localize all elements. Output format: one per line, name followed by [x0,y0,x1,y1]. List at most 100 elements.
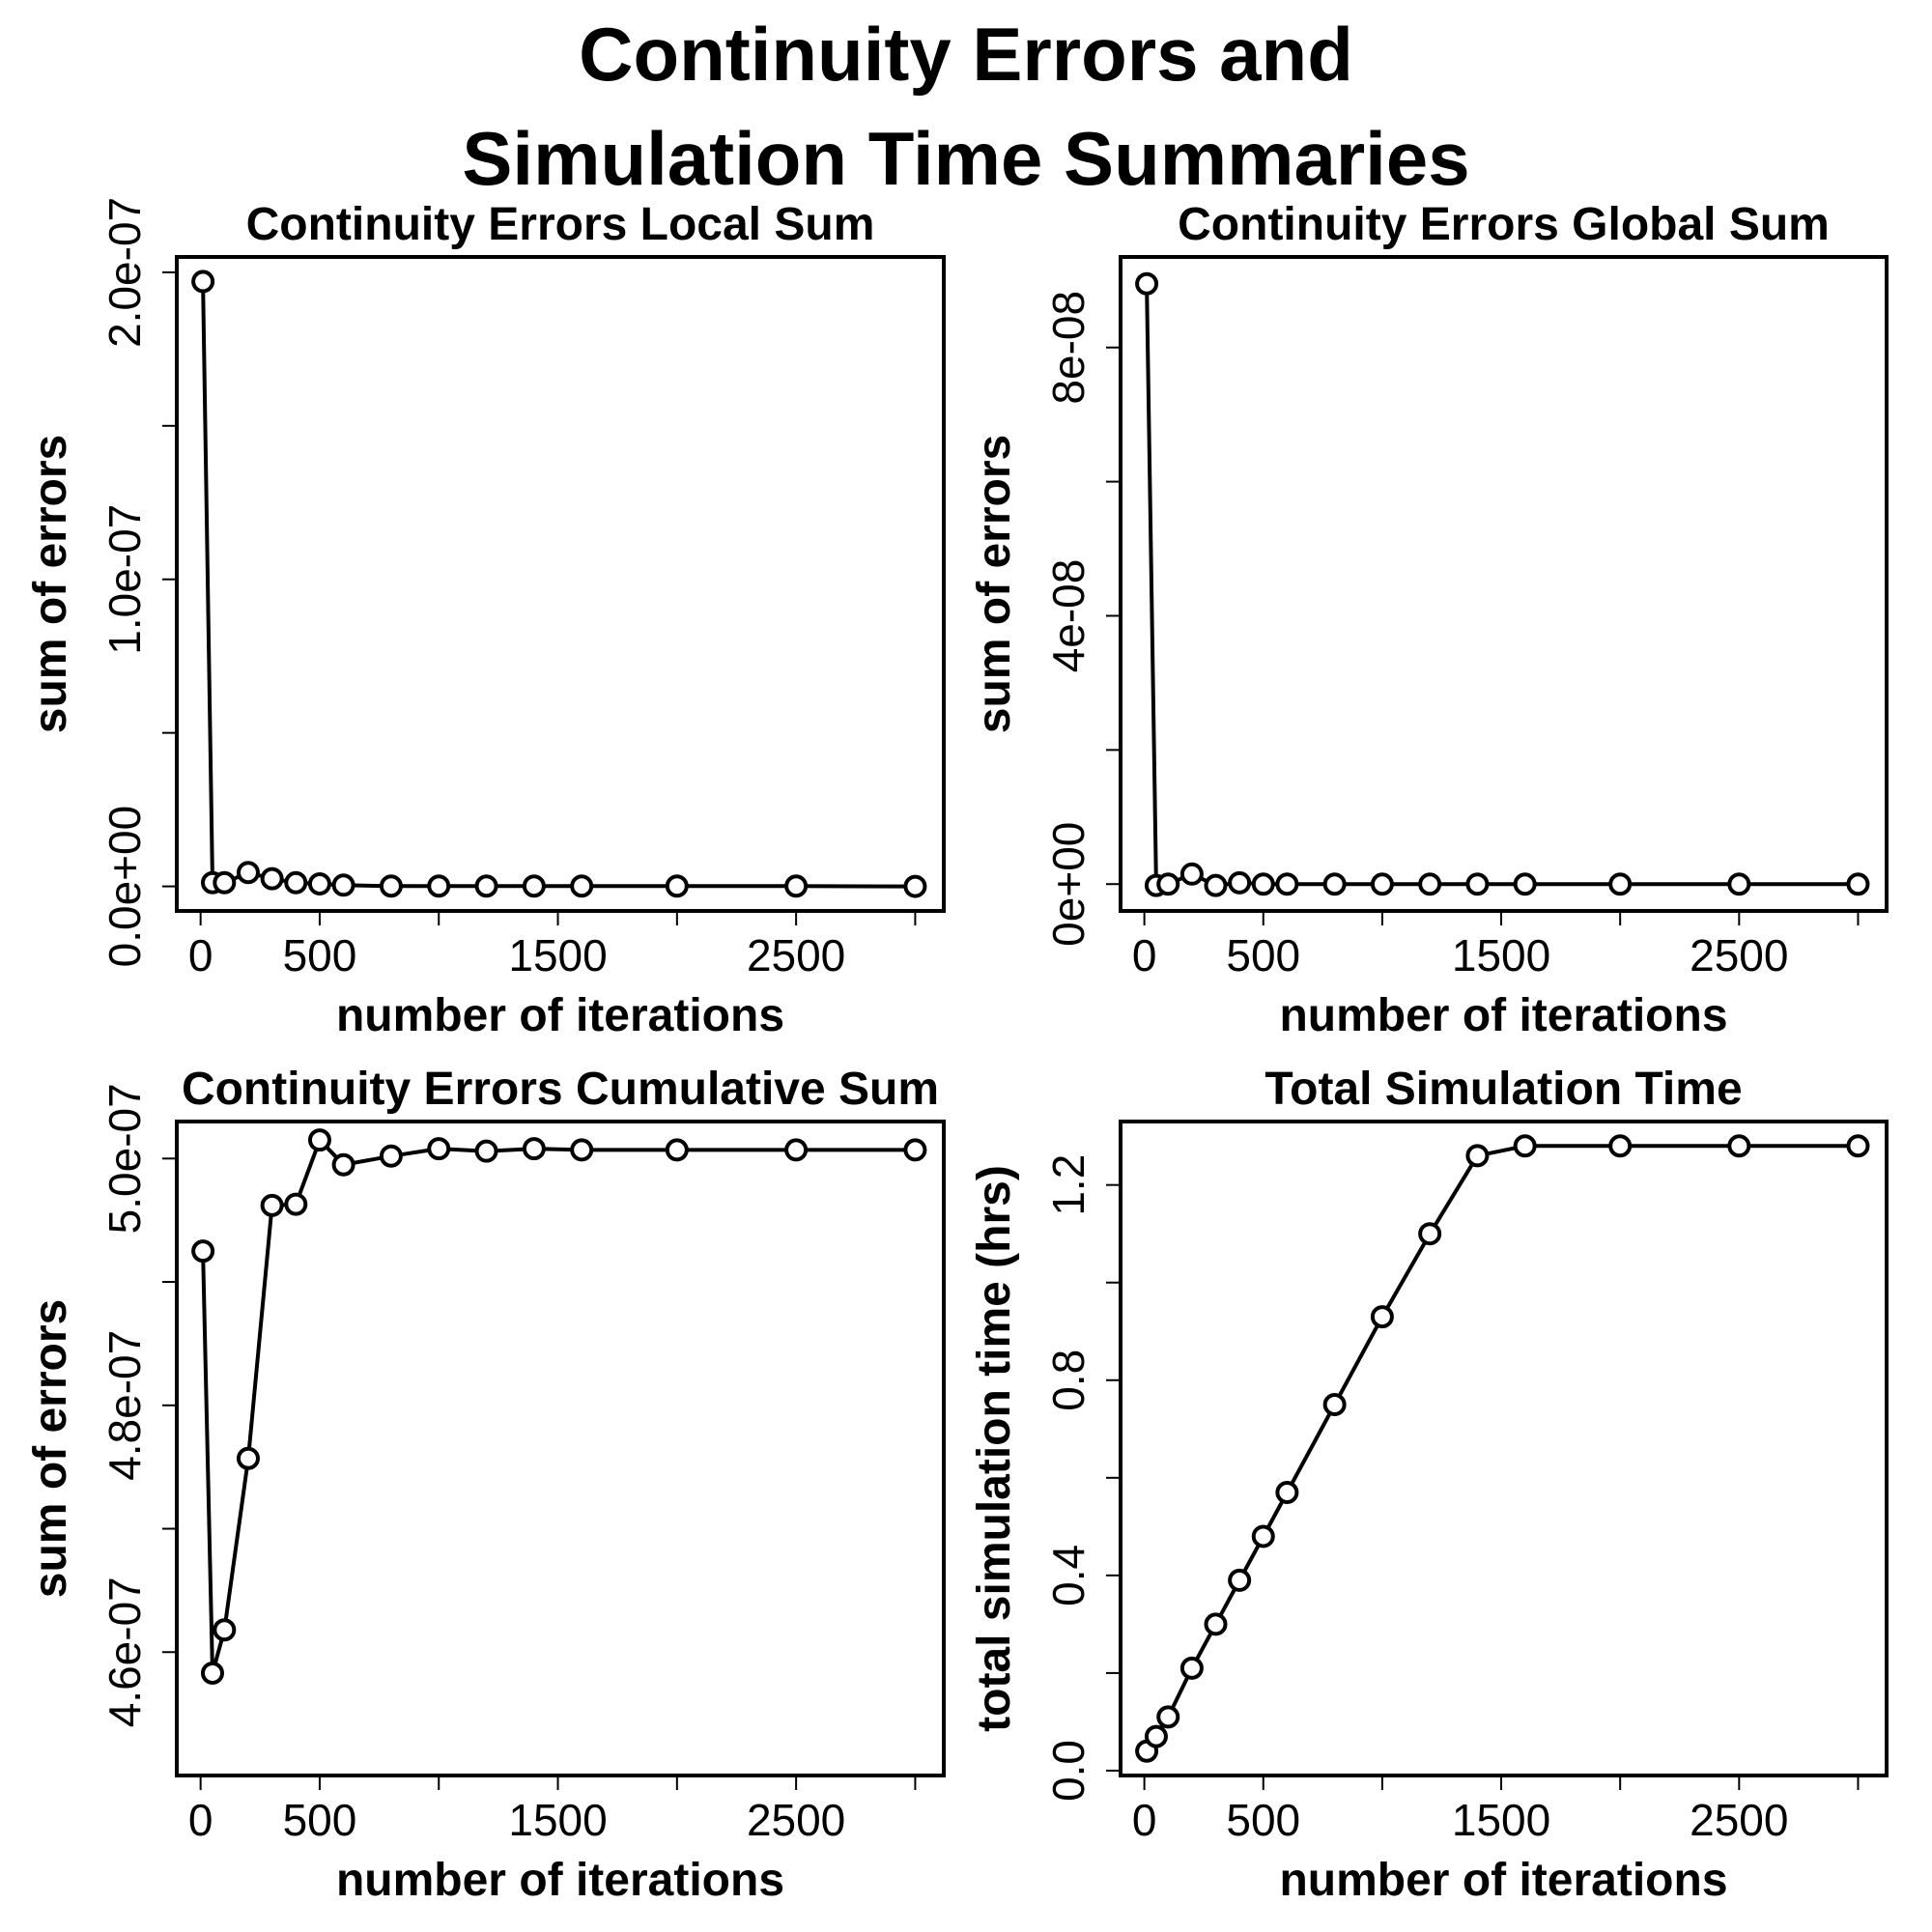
x-tick-label: 1500 [1452,930,1550,980]
data-point [1727,872,1751,896]
data-point [427,874,451,898]
y-tick-label: 0.0e+00 [99,806,150,968]
y-axis-label: sum of errors [25,435,76,733]
data-point [331,873,355,897]
data-point [1846,872,1870,896]
data-point [570,874,594,898]
x-tick-label: 500 [1226,1795,1300,1845]
data-point [1727,1134,1751,1158]
chart-local: Continuity Errors Local Sum 0 500 1500 2500 n… [25,197,946,1041]
x-tick-label: 2500 [747,1795,845,1845]
series-line [201,281,916,889]
data-point [1370,1305,1394,1329]
x-tick-label: 0 [188,930,213,980]
series-line [1145,283,1859,888]
data-point [1608,1134,1633,1158]
data-point [1418,872,1442,896]
x-tick-label: 1500 [508,1795,607,1845]
data-point [236,1446,260,1470]
data-point [903,1138,927,1162]
data-point [260,867,284,891]
data-point [1251,1524,1275,1548]
data-point [665,1138,689,1162]
x-tick-label: 0 [188,1795,213,1845]
chart-time: Total Simulation Time 0 500 1500 2500 number … [969,1064,1889,1906]
data-point [284,870,308,895]
data-point [307,1128,331,1152]
data-point [784,874,809,898]
data-point [1251,872,1275,896]
plot-frame [175,255,946,913]
data-point [307,872,331,896]
y-tick-label: 1.2 [1043,1154,1094,1216]
chart-title: Continuity Errors Global Sum [1178,199,1830,250]
main-title-line1: Continuity Errors and [579,12,1353,97]
main-title: Continuity Errors and Simulation Time Su… [0,0,1932,201]
data-point [474,874,498,898]
x-tick-label: 2500 [1690,1795,1788,1845]
chart-title: Total Simulation Time [1264,1064,1742,1115]
x-tick-label: 2500 [1690,930,1788,980]
y-tick-label: 0.0 [1043,1740,1094,1802]
x-axis-label: number of iterations [1279,990,1727,1041]
data-point [1465,1144,1490,1168]
data-point [1228,1568,1252,1592]
x-axis-label: number of iterations [336,1855,784,1906]
y-tick-label: 0e+00 [1043,822,1094,947]
data-point [191,1239,215,1264]
chart-title: Continuity Errors Local Sum [246,199,875,250]
y-tick-label: 8e-08 [1043,291,1094,405]
data-point [191,270,215,294]
x-axis-label: number of iterations [336,990,784,1041]
data-point [1204,1612,1228,1636]
x-tick-label: 0 [1132,930,1157,980]
data-point [1418,1222,1442,1246]
data-point [1275,1480,1299,1504]
y-axis-label: sum of errors [969,435,1020,733]
data-point [1156,1705,1180,1729]
data-point [784,1138,809,1162]
y-axis-label: total simulation time (hrs) [969,1165,1020,1732]
y-tick-label: 4.8e-07 [99,1330,150,1481]
data-point [522,1137,546,1161]
data-point [522,874,546,898]
data-point [1135,271,1159,296]
series-line [1145,1144,1859,1752]
data-point [665,874,689,898]
plot-frame [175,1120,946,1777]
data-point [213,870,237,895]
data-point [427,1137,451,1161]
data-point [903,874,927,898]
y-axis-label: sum of errors [25,1299,76,1598]
x-tick-label: 2500 [747,930,845,980]
data-point [570,1138,594,1162]
x-tick-label: 500 [283,1795,357,1845]
data-point [1228,870,1252,895]
data-point [1513,1134,1537,1158]
data-point [284,1192,308,1216]
chart-title: Continuity Errors Cumulative Sum [182,1064,939,1115]
plot-frame [1119,255,1889,913]
plot-frame [1119,1120,1889,1777]
x-tick-label: 1500 [508,930,607,980]
y-tick-label: 4.6e-07 [99,1577,150,1727]
data-point [1608,872,1633,896]
y-tick-label: 4e-08 [1043,559,1094,673]
x-axis-label: number of iterations [1279,1855,1727,1906]
x-tick-label: 1500 [1452,1795,1550,1845]
data-point [213,1618,237,1642]
x-tick-label: 500 [1226,930,1300,980]
chart-cumulative: Continuity Errors Cumulative Sum 0 500 1500… [25,1064,946,1906]
data-point [1846,1134,1870,1158]
y-tick-label: 0.4 [1043,1545,1094,1606]
series-line [201,1138,916,1675]
data-point [1204,873,1228,897]
data-point [474,1139,498,1163]
data-point [1322,872,1347,896]
data-point [1156,872,1180,896]
data-point [331,1152,355,1177]
y-tick-label: 1.0e-07 [99,504,150,655]
data-point [1370,872,1394,896]
data-point [1275,872,1299,896]
data-point [1179,862,1204,886]
